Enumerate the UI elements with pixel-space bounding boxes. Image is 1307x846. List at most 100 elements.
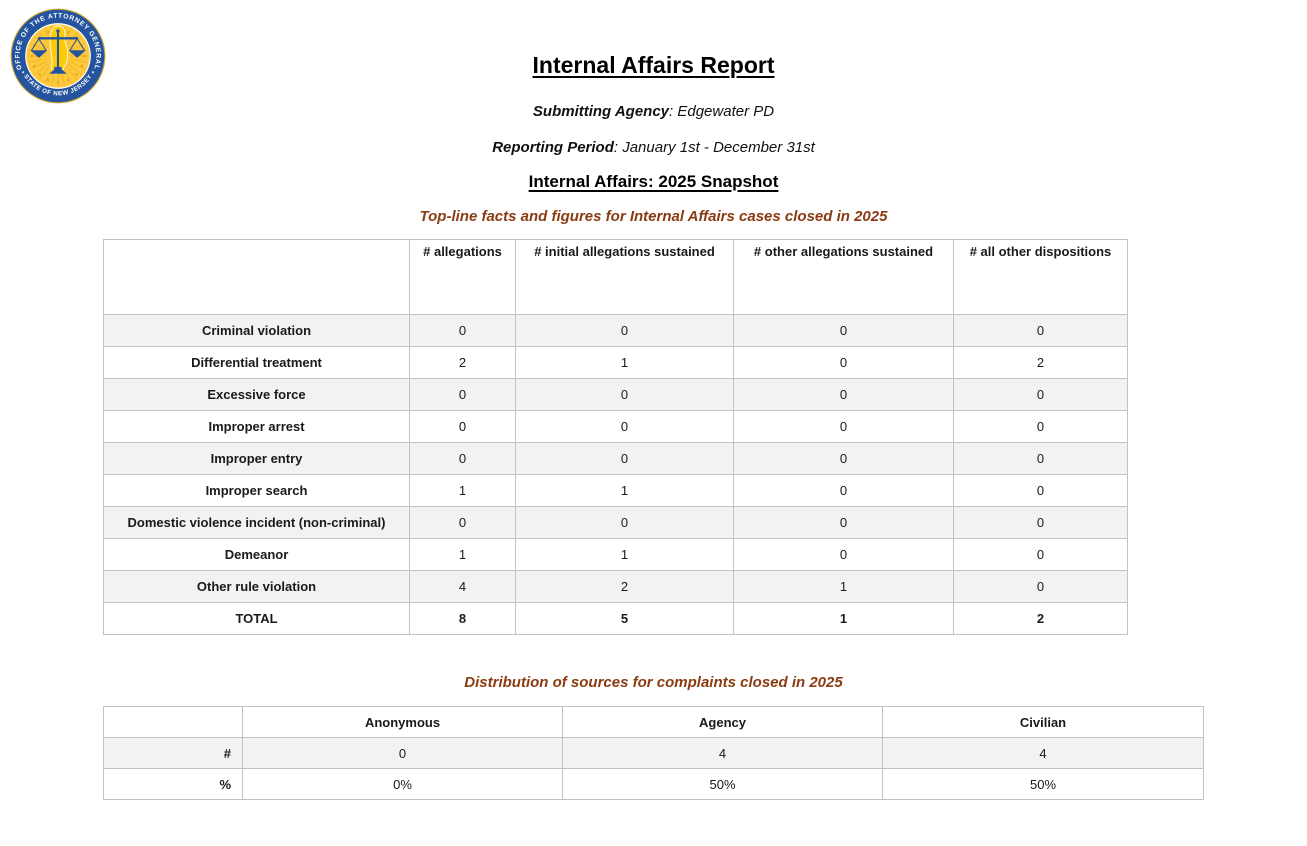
seal-divider-stars: ★ ★ <box>21 71 95 75</box>
value-cell: 0 <box>409 442 516 475</box>
seal-ray <box>67 63 83 76</box>
attorney-general-seal-icon: ★★★★★★★★★★★★★★★★ OFFICE OF THE ATTORNEY … <box>10 8 106 104</box>
star-icon: ★ <box>46 30 50 35</box>
table-row: % 0% 50% 50% <box>103 768 1204 800</box>
row-label: % <box>103 768 243 800</box>
seal-ray <box>30 60 48 70</box>
submitting-agency-line: Submitting Agency: Edgewater PD <box>0 103 1307 120</box>
row-label: TOTAL <box>103 602 410 635</box>
value-cell: 0 <box>409 314 516 347</box>
reporting-period-label: Reporting Period <box>492 139 614 156</box>
value-cell: 4 <box>882 737 1204 769</box>
seal-ray <box>33 63 49 76</box>
value-cell: 0 <box>733 346 954 379</box>
value-cell: 1 <box>409 538 516 571</box>
table-row: TOTAL 8 5 1 2 <box>103 602 1128 635</box>
value-cell: 0 <box>515 314 734 347</box>
value-cell: 1 <box>515 474 734 507</box>
row-label: Improper arrest <box>103 410 410 443</box>
star-icon: ★ <box>82 54 86 59</box>
seal-ray <box>62 66 72 84</box>
value-cell: 0 <box>409 410 516 443</box>
seal-ray <box>70 58 88 64</box>
value-cell: 0 <box>733 378 954 411</box>
value-cell: 4 <box>409 570 516 603</box>
star-icon: ★ <box>21 71 25 75</box>
seal-ray <box>38 65 51 81</box>
column-header: # initial allegations sustained <box>515 239 734 315</box>
value-cell: 2 <box>409 346 516 379</box>
column-header: # allegations <box>409 239 516 315</box>
value-cell: 1 <box>515 538 734 571</box>
star-icon: ★ <box>91 71 95 75</box>
snapshot-title: Internal Affairs: 2025 Snapshot <box>528 172 779 191</box>
value-cell: 0 <box>515 410 734 443</box>
star-icon: ★ <box>56 79 60 84</box>
value-cell: 8 <box>409 602 516 635</box>
seal-ray <box>30 42 48 52</box>
seal-ray <box>28 58 46 64</box>
value-cell: 4 <box>562 737 883 769</box>
value-cell: 0 <box>733 410 954 443</box>
value-cell: 0 <box>953 506 1128 539</box>
value-cell: 0 <box>953 410 1128 443</box>
table-row: Criminal violation 0 0 0 0 <box>103 314 1128 347</box>
star-icon: ★ <box>38 72 42 77</box>
row-label: Demeanor <box>103 538 410 571</box>
column-header: Agency <box>562 706 883 738</box>
row-label: # <box>103 737 243 769</box>
seal-ray <box>44 66 54 84</box>
seal-ray <box>65 65 78 81</box>
star-icon: ★ <box>30 54 34 59</box>
value-cell: 1 <box>733 570 954 603</box>
submitting-agency-value: : Edgewater PD <box>669 103 775 120</box>
reporting-period-line: Reporting Period: January 1st - December… <box>0 139 1307 156</box>
star-icon: ★ <box>66 30 70 35</box>
column-header: Anonymous <box>242 706 563 738</box>
table-row: Improper arrest 0 0 0 0 <box>103 410 1128 443</box>
sources-header-row: Anonymous Agency Civilian <box>103 706 1204 738</box>
row-label: Other rule violation <box>103 570 410 603</box>
star-icon: ★ <box>66 77 70 82</box>
column-header: # other allegations sustained <box>733 239 954 315</box>
submitting-agency-label: Submitting Agency <box>532 103 670 120</box>
value-cell: 0 <box>953 570 1128 603</box>
row-label: Differential treatment <box>103 346 410 379</box>
table-row: Domestic violence incident (non-criminal… <box>103 506 1128 539</box>
page-title: Internal Affairs Report <box>532 52 775 78</box>
allegations-header-row: # allegations # initial allegations susta… <box>103 239 1128 315</box>
value-cell: 0 <box>953 538 1128 571</box>
value-cell: 0 <box>515 442 734 475</box>
value-cell: 2 <box>515 570 734 603</box>
value-cell: 0 <box>733 314 954 347</box>
star-icon: ★ <box>32 63 36 68</box>
column-header: # all other dispositions <box>953 239 1128 315</box>
value-cell: 5 <box>515 602 734 635</box>
table-row: Excessive force 0 0 0 0 <box>103 378 1128 411</box>
value-cell: 0 <box>515 506 734 539</box>
value-cell: 0% <box>242 768 563 800</box>
row-label: Improper search <box>103 474 410 507</box>
seal-ray <box>68 42 86 52</box>
value-cell: 2 <box>953 602 1128 635</box>
value-cell: 0 <box>242 737 563 769</box>
value-cell: 50% <box>562 768 883 800</box>
table-row: Improper search 1 1 0 0 <box>103 474 1128 507</box>
value-cell: 50% <box>882 768 1204 800</box>
row-label: Excessive force <box>103 378 410 411</box>
allegations-section-title: Top-line facts and figures for Internal … <box>419 208 888 225</box>
row-label: Criminal violation <box>103 314 410 347</box>
value-cell: 1 <box>409 474 516 507</box>
value-cell: 0 <box>953 474 1128 507</box>
row-label: Improper entry <box>103 442 410 475</box>
table-row: Improper entry 0 0 0 0 <box>103 442 1128 475</box>
value-cell: 0 <box>733 474 954 507</box>
column-header <box>103 706 243 738</box>
value-cell: 0 <box>409 378 516 411</box>
value-cell: 1 <box>733 602 954 635</box>
value-cell: 0 <box>953 442 1128 475</box>
row-label: Domestic violence incident (non-criminal… <box>103 506 410 539</box>
scales-of-justice-icon <box>30 29 86 74</box>
value-cell: 0 <box>733 506 954 539</box>
